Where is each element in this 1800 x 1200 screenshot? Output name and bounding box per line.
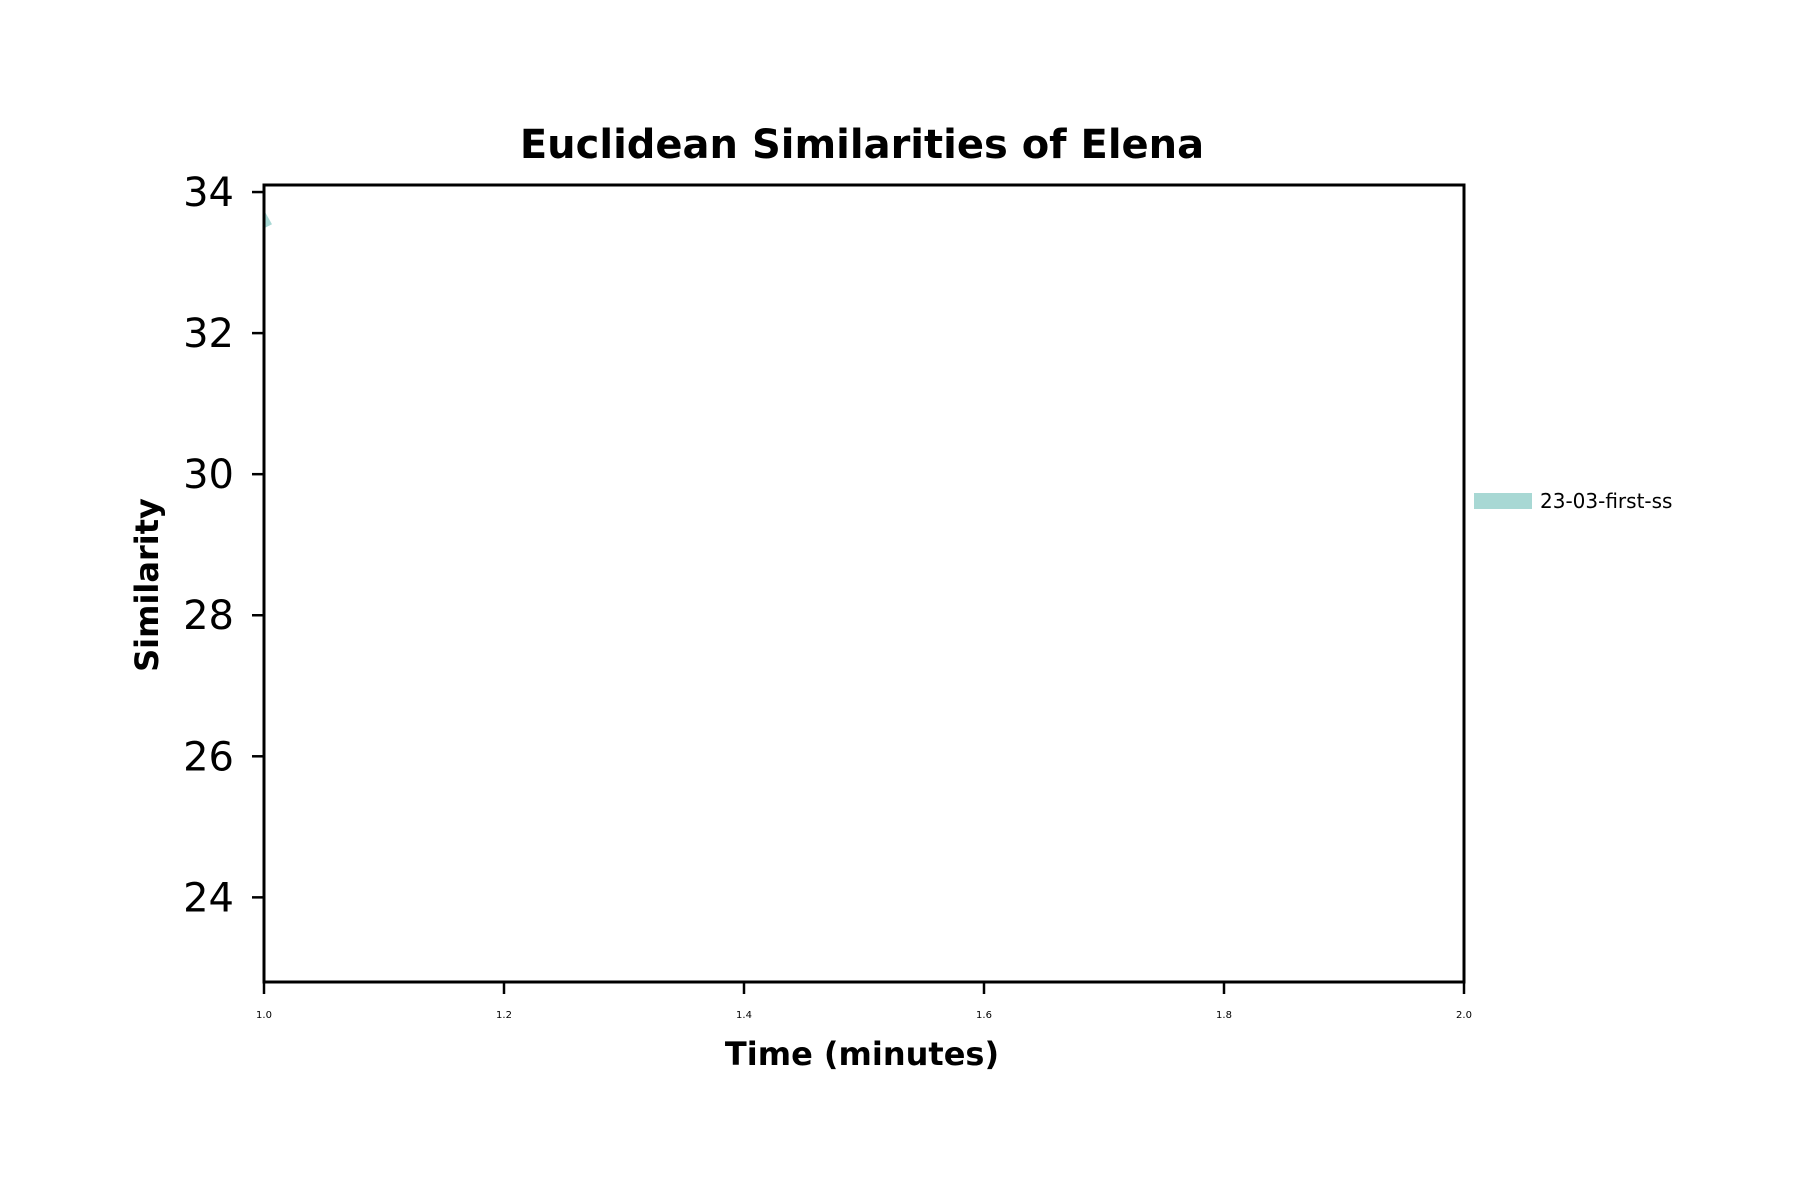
chart-title: Euclidean Similarities of Elena (520, 122, 1204, 168)
data-point (264, 210, 272, 229)
legend-swatch (1474, 493, 1532, 509)
x-axis: 1.0 1.2 1.4 1.6 1.8 2.0 (256, 982, 1472, 1021)
y-tick-label: 34 (183, 170, 234, 216)
y-axis-label: Similarity (128, 498, 166, 672)
y-tick-label: 24 (183, 875, 234, 921)
x-tick-label: 1.0 (256, 1010, 272, 1021)
y-tick-label: 30 (183, 452, 234, 498)
x-tick-label: 1.2 (496, 1010, 512, 1021)
y-tick-label: 26 (183, 734, 234, 780)
legend: 23-03-first-ss (1474, 489, 1672, 513)
y-tick-label: 28 (183, 593, 234, 639)
plot-area (264, 210, 272, 229)
x-tick-label: 1.4 (736, 1010, 752, 1021)
x-tick-label: 1.8 (1216, 1010, 1232, 1021)
x-tick-label: 2.0 (1456, 1010, 1472, 1021)
y-axis: 24 26 28 30 32 34 (183, 170, 264, 921)
x-tick-label: 1.6 (976, 1010, 992, 1021)
plot-frame (262, 183, 1466, 984)
legend-label: 23-03-first-ss (1540, 489, 1672, 513)
y-tick-label: 32 (183, 311, 234, 357)
x-axis-label: Time (minutes) (725, 1035, 999, 1073)
